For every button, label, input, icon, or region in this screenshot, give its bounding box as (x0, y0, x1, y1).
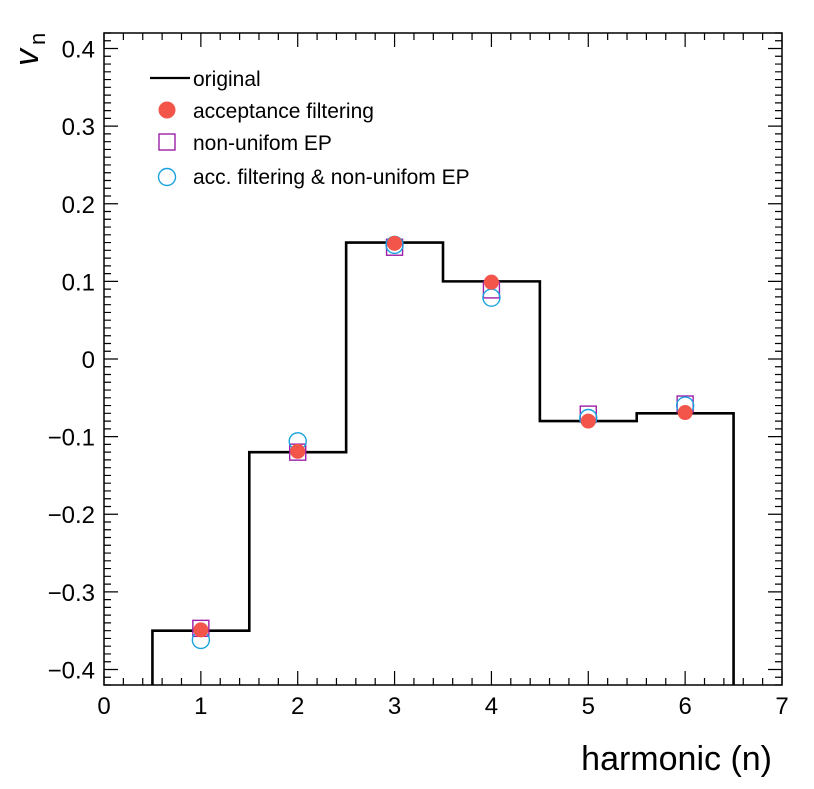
histogram-line (151, 241, 735, 685)
x-axis-title: harmonic (n) (581, 740, 772, 778)
x-tick-label: 7 (775, 693, 788, 720)
legend: original acceptance filtering non-unifom… (150, 68, 470, 189)
y-tick-label: −0.2 (48, 502, 95, 529)
x-tick-label: 2 (291, 693, 304, 720)
legend-label-original: original (193, 68, 261, 91)
y-axis-title-subscript: n (25, 33, 50, 45)
legend-label-acceptance-filtering: acceptance filtering (193, 100, 374, 123)
plot-frame (103, 32, 783, 686)
y-axis-title: v n (8, 33, 50, 66)
y-tick-label: −0.1 (48, 425, 95, 452)
point-acceptance-filtering (580, 413, 596, 429)
point-acceptance-filtering (290, 443, 306, 459)
legend-symbol-open-square (158, 133, 176, 151)
point-acceptance-filtering (483, 274, 499, 290)
x-tick-labels: 0 1 2 3 4 5 6 7 (97, 693, 788, 720)
y-tick-label: −0.3 (48, 580, 95, 607)
y-tick-labels: −0.4 −0.3 −0.2 −0.1 0 0.1 0.2 0.3 0.4 (48, 37, 95, 685)
y-tick-label: 0.4 (62, 37, 95, 64)
legend-symbol-filled-circle (158, 101, 176, 119)
histogram-original (151, 241, 735, 685)
y-tick-label: 0 (82, 347, 95, 374)
point-acceptance-filtering (387, 235, 403, 251)
x-tick-label: 6 (678, 693, 691, 720)
x-tick-label: 4 (485, 693, 498, 720)
y-tick-label: 0.3 (62, 114, 95, 141)
x-tick-label: 1 (194, 693, 207, 720)
y-axis-title-main: v (8, 47, 46, 66)
axis-ticks (103, 32, 783, 686)
point-acceptance-filtering (193, 622, 209, 638)
y-tick-label: −0.4 (48, 657, 95, 684)
tick-marks (103, 32, 783, 686)
legend-label-non-unifom-ep: non-unifom EP (193, 132, 332, 155)
y-tick-label: 0.2 (62, 192, 95, 219)
legend-label-acc-filtering-non-unifom-ep: acc. filtering & non-unifom EP (193, 166, 470, 189)
data-markers (191, 235, 695, 650)
x-tick-label: 5 (582, 693, 595, 720)
x-tick-label: 3 (388, 693, 401, 720)
point-acceptance-filtering (677, 405, 693, 421)
x-tick-label: 0 (97, 693, 110, 720)
legend-symbol-open-circle (157, 167, 177, 187)
y-tick-label: 0.1 (62, 269, 95, 296)
